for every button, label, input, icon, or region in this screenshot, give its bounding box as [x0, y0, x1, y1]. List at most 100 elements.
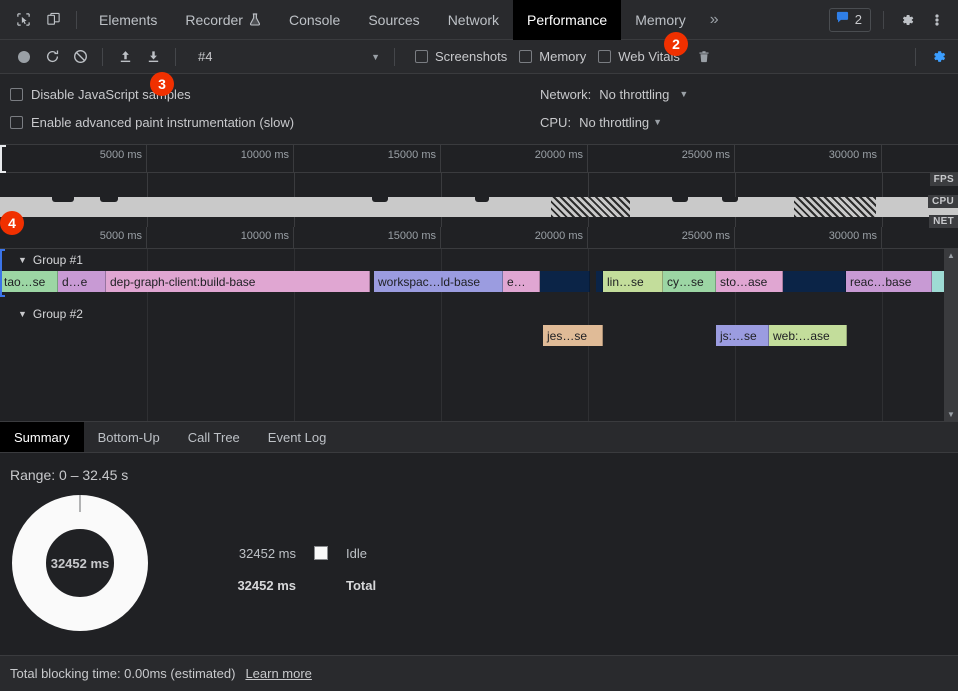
inspect-cursor-icon[interactable] [8, 5, 38, 35]
flame-bar-label: d…e [62, 274, 88, 289]
overview-selection-bracket[interactable] [0, 145, 6, 173]
record-circle-icon[interactable] [10, 44, 38, 70]
panel-tabs: Elements Recorder Console Sources Networ… [85, 0, 729, 40]
flame-bar-label: js:…se [720, 328, 757, 343]
flame-bar-label: web:…ase [773, 328, 830, 343]
flame-tick-label: 30000 ms [828, 230, 877, 242]
trash-icon[interactable] [690, 44, 718, 70]
legend-idle-value: 32452 ms [238, 545, 296, 561]
overview-tick: 20000 ms [441, 145, 588, 172]
flame-bar[interactable]: js:…se [716, 325, 769, 346]
overview-tick: 30000 ms [735, 145, 882, 172]
checkbox-screenshots[interactable]: Screenshots [415, 49, 507, 64]
flame-bar[interactable]: dep-graph-client:build-base [106, 271, 370, 292]
tab-recorder[interactable]: Recorder [171, 0, 275, 40]
flame-tick-label: 5000 ms [99, 230, 142, 242]
flame-bar[interactable]: reac…base [846, 271, 932, 292]
summary-pane: Range: 0 – 32.45 s 32452 ms 32452 ms Idl… [0, 453, 958, 655]
checkbox-advanced-paint[interactable] [10, 115, 23, 129]
flame-bar[interactable]: d…e [58, 271, 106, 292]
checkbox-web-vitals-label: Web Vitals [618, 49, 680, 64]
details-drawer-tabs: Summary Bottom-Up Call Tree Event Log [0, 422, 958, 453]
tab-performance[interactable]: Performance [513, 0, 622, 40]
legend-row-total: 32452 ms Total [208, 569, 376, 601]
flame-gridline [147, 249, 148, 421]
flame-bar[interactable]: lin…se [603, 271, 663, 292]
cpu-throttling-name: CPU: [540, 114, 572, 130]
cpu-idle-hatch [551, 197, 630, 217]
flame-selection-bracket[interactable] [0, 249, 5, 297]
gear-icon[interactable] [892, 5, 922, 35]
overview-tick: 10000 ms [147, 145, 294, 172]
issues-counter-button[interactable]: 2 [828, 7, 871, 32]
overview-tick-label: 5000 ms [99, 149, 142, 161]
legend-idle-swatch [314, 546, 328, 560]
tab-console[interactable]: Console [275, 0, 354, 40]
flame-chart[interactable]: 5000 ms 10000 ms 15000 ms 20000 ms 25000… [0, 227, 958, 422]
flame-bar[interactable]: web:…ase [769, 325, 847, 346]
flame-bar-label: e… [507, 274, 526, 289]
clear-prohibited-icon[interactable] [66, 44, 94, 70]
performance-recording-toolbar: #4 ▼ Screenshots Memory Web Vitals [0, 40, 958, 74]
tab-call-tree[interactable]: Call Tree [174, 422, 254, 452]
flame-bar[interactable]: sto…ase [716, 271, 783, 292]
checkbox-disable-js-samples[interactable] [10, 87, 23, 101]
network-throttling-select[interactable]: No throttling ▼ [599, 87, 688, 102]
flame-bar[interactable]: cy…se [663, 271, 716, 292]
tab-bottom-up[interactable]: Bottom-Up [84, 422, 174, 452]
cpu-dip [52, 197, 74, 202]
flame-bar[interactable]: e… [503, 271, 540, 292]
learn-more-link[interactable]: Learn more [245, 666, 312, 681]
tab-recorder-label: Recorder [185, 11, 243, 28]
tab-console-label: Console [288, 11, 341, 28]
profile-selector-value: #4 [198, 49, 213, 64]
donut-slice-idle[interactable] [12, 495, 148, 631]
checkbox-disable-js-samples-label: Disable JavaScript samples [31, 86, 191, 102]
profile-selector[interactable]: #4 ▼ [190, 46, 386, 68]
flame-tick-label: 10000 ms [240, 230, 289, 242]
tab-sources[interactable]: Sources [354, 0, 433, 40]
capture-settings-gear-icon[interactable] [924, 44, 952, 70]
flame-vertical-scrollbar[interactable]: ▲ ▼ [944, 249, 958, 421]
scroll-down-arrow-icon[interactable]: ▼ [947, 410, 955, 419]
download-arrow-icon[interactable] [139, 44, 167, 70]
reload-record-icon[interactable] [38, 44, 66, 70]
device-toolbar-icon[interactable] [38, 5, 68, 35]
cpu-throttling-select[interactable]: No throttling ▼ [579, 115, 662, 130]
overview-lane-fps-label: FPS [929, 173, 958, 186]
flame-bar[interactable]: tao…se [0, 271, 58, 292]
more-tabs-button[interactable]: » [709, 10, 719, 28]
flame-bar[interactable] [783, 271, 846, 292]
flame-group-header-2[interactable]: ▼ Group #2 [0, 303, 83, 325]
timeline-overview[interactable]: 5000 ms 10000 ms 15000 ms 20000 ms 25000… [0, 145, 958, 228]
tab-elements[interactable]: Elements [85, 0, 171, 40]
tab-network[interactable]: Network [434, 0, 513, 40]
flame-tick: 20000 ms [441, 227, 588, 248]
chevron-down-icon: ▼ [371, 51, 380, 62]
tab-event-log[interactable]: Event Log [254, 422, 341, 452]
issues-message-icon [836, 11, 849, 29]
summary-range-text: Range: 0 – 32.45 s [10, 467, 129, 483]
scroll-up-arrow-icon[interactable]: ▲ [947, 251, 955, 260]
kebab-menu-icon[interactable] [922, 5, 952, 35]
flame-group-header-1[interactable]: ▼ Group #1 [0, 249, 83, 271]
flame-bar[interactable]: jes…se [543, 325, 603, 346]
checkbox-memory-box[interactable] [519, 50, 533, 63]
flame-tick-label: 20000 ms [534, 230, 583, 242]
flame-gridline [441, 249, 442, 421]
checkbox-web-vitals[interactable]: Web Vitals [598, 49, 680, 64]
checkbox-memory[interactable]: Memory [519, 49, 586, 64]
checkbox-web-vitals-box[interactable] [598, 50, 612, 63]
tab-summary[interactable]: Summary [0, 422, 84, 452]
cpu-dip [722, 197, 738, 202]
flame-bar[interactable] [596, 271, 603, 292]
upload-arrow-icon[interactable] [111, 44, 139, 70]
tab-memory[interactable]: Memory [621, 0, 700, 40]
legend-row-idle[interactable]: 32452 ms Idle [208, 537, 376, 569]
cpu-throttling-value: No throttling [579, 114, 650, 130]
flame-bar[interactable] [540, 271, 590, 292]
cpu-dip [100, 197, 118, 202]
legend-total-name: Total [346, 577, 377, 593]
checkbox-screenshots-box[interactable] [415, 50, 428, 63]
flame-bar[interactable]: workspac…ld-base [374, 271, 503, 292]
